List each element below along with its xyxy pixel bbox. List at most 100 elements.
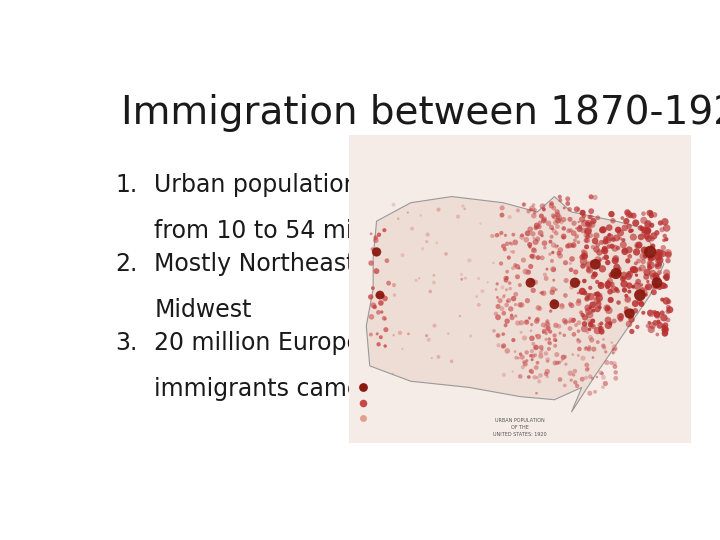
Polygon shape [366, 197, 664, 412]
Point [596, 369, 608, 378]
Point [492, 331, 503, 340]
Point [638, 216, 649, 225]
Point [565, 226, 577, 235]
Point [531, 373, 543, 382]
Point [579, 276, 590, 285]
Point [370, 233, 382, 242]
Point [520, 267, 531, 276]
Text: Immigration between 1870-1920: Immigration between 1870-1920 [121, 94, 720, 132]
Point [660, 218, 671, 226]
Point [572, 299, 584, 307]
Point [644, 259, 655, 267]
Point [577, 247, 589, 256]
Point [543, 345, 554, 353]
Point [642, 221, 654, 230]
Point [661, 224, 672, 232]
Point [652, 330, 663, 339]
Point [595, 280, 606, 288]
Point [537, 321, 549, 329]
Point [534, 222, 545, 231]
Point [643, 282, 654, 291]
Point [592, 326, 603, 335]
Point [531, 363, 542, 372]
Point [603, 242, 615, 251]
Point [527, 230, 539, 238]
Point [552, 217, 564, 225]
Point [660, 325, 671, 333]
Point [456, 270, 467, 279]
Point [544, 250, 556, 259]
Point [357, 399, 369, 407]
Point [531, 343, 542, 352]
Point [546, 201, 557, 210]
Point [551, 285, 562, 294]
Point [527, 252, 539, 261]
Point [526, 276, 538, 285]
Point [542, 324, 554, 333]
Point [513, 354, 524, 362]
Point [512, 273, 523, 281]
Point [660, 321, 671, 329]
Point [546, 288, 558, 296]
Point [658, 236, 670, 245]
Point [645, 309, 657, 318]
Point [554, 213, 565, 221]
Point [549, 213, 560, 221]
Point [647, 242, 659, 251]
Point [552, 241, 563, 250]
Point [521, 318, 532, 327]
Point [498, 341, 510, 350]
Point [559, 259, 571, 267]
Point [539, 239, 550, 247]
Point [621, 208, 633, 217]
Point [657, 281, 669, 290]
Point [590, 290, 601, 299]
Point [651, 310, 662, 319]
Point [577, 310, 588, 319]
Point [512, 206, 523, 215]
Point [588, 321, 599, 330]
Point [473, 274, 485, 283]
Point [365, 230, 377, 238]
Point [585, 207, 597, 215]
FancyBboxPatch shape [355, 156, 631, 414]
Point [598, 373, 609, 382]
Point [572, 205, 584, 214]
Point [410, 276, 422, 285]
Point [457, 202, 469, 211]
Point [372, 291, 384, 300]
Point [388, 281, 400, 289]
Point [649, 319, 661, 327]
Point [582, 303, 593, 312]
Point [529, 278, 541, 287]
Point [618, 271, 630, 280]
Point [586, 220, 598, 229]
Point [626, 307, 637, 315]
Point [575, 338, 586, 346]
Point [465, 332, 477, 340]
Point [564, 324, 576, 333]
Point [502, 347, 513, 355]
Point [615, 313, 626, 321]
Point [538, 205, 549, 214]
Point [510, 238, 521, 247]
Point [564, 369, 576, 377]
Point [505, 284, 516, 293]
Point [572, 289, 584, 298]
Point [374, 291, 386, 299]
Point [379, 294, 391, 303]
Point [538, 217, 549, 225]
Point [560, 360, 572, 368]
Point [365, 293, 377, 301]
Point [649, 211, 660, 219]
Point [541, 329, 552, 338]
Point [662, 248, 674, 257]
Point [571, 205, 582, 214]
Point [389, 291, 400, 299]
Point [608, 359, 620, 368]
Point [549, 335, 561, 344]
Point [492, 280, 503, 288]
Point [379, 342, 391, 350]
Point [660, 235, 672, 244]
Point [501, 317, 513, 326]
